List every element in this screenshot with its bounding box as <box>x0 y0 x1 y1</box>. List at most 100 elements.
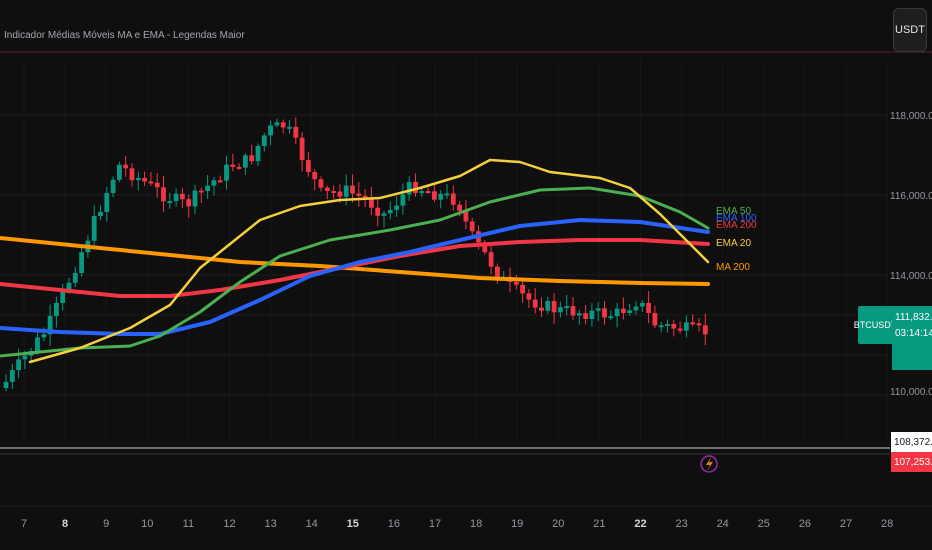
date-tick: 27 <box>839 518 853 530</box>
candle-body <box>66 282 72 290</box>
candle-body <box>129 168 135 181</box>
ma200-label: MA 200 <box>716 262 750 273</box>
candle-body <box>123 164 129 169</box>
candle-body <box>406 181 412 195</box>
ema100-label: EMA 100 <box>716 213 757 224</box>
candle-body <box>186 199 192 207</box>
candle-body <box>381 213 387 216</box>
last-price: 111,832.02 <box>895 312 932 323</box>
candle-body <box>22 355 28 360</box>
ema200-label: EMA 200 <box>716 220 757 231</box>
ema50-label: EMA 50 <box>716 206 752 217</box>
candle-body <box>684 322 689 331</box>
candle-body <box>444 193 450 196</box>
ema20-label: EMA 20 <box>716 238 752 249</box>
candle-body <box>665 323 670 326</box>
ma200-line <box>0 236 710 286</box>
price-line-tag[interactable]: 107,253.50 <box>891 452 932 472</box>
date-tick: 24 <box>716 518 729 530</box>
candle-body <box>110 179 116 194</box>
candle-body <box>583 313 588 319</box>
price-line-tag[interactable]: 108,372.87 <box>891 432 932 452</box>
candle-body <box>702 325 708 335</box>
date-tick: 9 <box>103 518 110 530</box>
ema100-line <box>0 218 710 336</box>
candle-body <box>47 315 53 335</box>
candle-body <box>161 187 166 202</box>
candle-body <box>293 126 299 138</box>
candle-body <box>413 181 418 194</box>
candle-body <box>570 306 576 316</box>
candle-body <box>280 122 286 128</box>
candle-body <box>205 185 210 192</box>
candle-body <box>375 207 381 216</box>
currency-button[interactable]: USDT <box>893 8 927 52</box>
date-tick: 20 <box>552 518 565 530</box>
candle-body <box>526 293 532 300</box>
candle-body <box>211 180 217 186</box>
date-tick: 10 <box>141 518 154 530</box>
ema50-line <box>0 186 710 358</box>
date-tick: 18 <box>469 518 483 530</box>
date-tick: 11 <box>182 518 195 530</box>
candle-body <box>230 164 236 167</box>
lightning-icon <box>706 457 713 471</box>
candle-body <box>54 302 59 316</box>
candle-body <box>287 126 292 129</box>
candle-body <box>16 359 21 371</box>
price-tick: 118,000.00 <box>890 111 932 122</box>
candle-body <box>576 313 582 316</box>
date-tick: 21 <box>593 518 606 530</box>
candle-body <box>419 191 425 194</box>
candle-body <box>639 302 645 307</box>
candle-body <box>60 289 66 303</box>
candle-body <box>268 125 273 136</box>
candle-body <box>551 301 557 313</box>
candle-body <box>261 135 267 146</box>
candle-body <box>324 187 330 192</box>
candle-body <box>652 313 658 326</box>
candle-body <box>217 180 223 183</box>
candle-body <box>450 193 456 205</box>
price-tick: 114,000.00 <box>890 271 932 282</box>
candle-body <box>387 209 393 214</box>
candle-body <box>41 334 47 338</box>
candle-body <box>274 122 280 126</box>
candle-body <box>595 308 601 311</box>
date-tick: 7 <box>20 518 28 530</box>
candle-body <box>400 194 406 206</box>
candle-body <box>299 137 305 161</box>
candle-body <box>513 281 519 285</box>
candle-body <box>633 306 639 311</box>
date-tick: 19 <box>511 518 524 530</box>
candle-body <box>621 308 626 314</box>
candle-body <box>532 299 538 308</box>
candle-body <box>469 221 475 232</box>
candle-body <box>117 164 122 180</box>
candle-body <box>369 198 374 208</box>
indicator-title[interactable]: Indicador Médias Móveis MA e EMA - Legen… <box>4 30 245 41</box>
date-tick: 28 <box>880 518 894 530</box>
candle-body <box>545 301 551 311</box>
candle-body <box>646 302 651 314</box>
candle-body <box>602 308 607 318</box>
candle-body <box>589 310 595 319</box>
candle-body <box>192 190 198 207</box>
lightning-icon <box>700 455 718 473</box>
candle-body <box>98 211 103 217</box>
candle-body <box>614 308 620 317</box>
candle-body <box>539 307 544 311</box>
candle-body <box>343 185 349 197</box>
candle-body <box>608 316 614 319</box>
candle-body <box>438 193 444 200</box>
last-price-badge: 111,832.02 03:14:14 <box>892 306 932 370</box>
candle-body <box>148 181 154 184</box>
candle-body <box>167 201 173 204</box>
candle-body <box>356 193 362 196</box>
date-tick: 8 <box>62 518 69 530</box>
candle-body <box>135 177 141 181</box>
date-tick: 15 <box>346 518 359 530</box>
candle-body <box>154 182 160 188</box>
candle-body <box>224 164 229 181</box>
